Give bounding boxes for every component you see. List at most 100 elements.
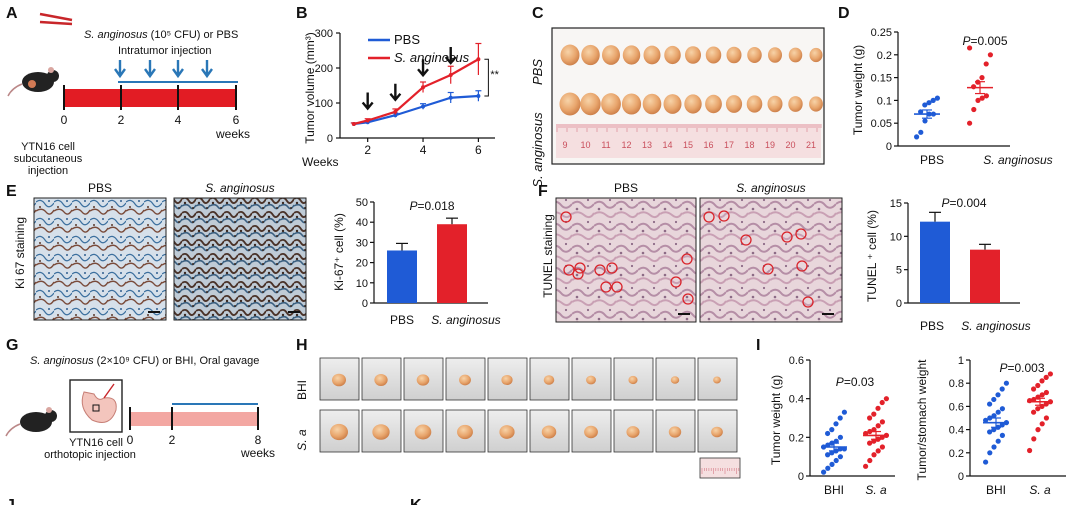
panel-i-left-y-tick-label: 0.6 <box>789 355 804 367</box>
tunel-positive-marker <box>796 260 808 272</box>
panel-i-right-data-point <box>1031 386 1037 392</box>
panel-h-row-label: S. a <box>295 429 309 451</box>
tumor-image <box>768 47 782 63</box>
panel-h-row-label: BHI <box>295 380 309 400</box>
panel-a-timeline-bar <box>64 89 236 107</box>
panel-i-right-y-tick-label: 0.8 <box>949 378 964 390</box>
tunel-positive-marker <box>670 276 682 288</box>
panel-b-y-tick-label: 100 <box>315 98 333 110</box>
panel-a-tick-label: 0 <box>61 113 68 127</box>
panel-i-left-x-tick-label: BHI <box>824 483 844 497</box>
panel-f-x-tick-label: S. anginosus <box>961 319 1030 333</box>
panel-b-data-point <box>476 94 481 98</box>
tunel-positive-marker <box>594 264 606 276</box>
tumor-image <box>332 373 346 387</box>
panel-e-bar <box>437 224 467 303</box>
tumor-image <box>621 93 642 115</box>
ruler-number: 10 <box>580 140 590 150</box>
panel-i-left-data-point <box>871 411 877 417</box>
panel-g-tick-label: 0 <box>127 433 134 447</box>
tumor-photo-box <box>361 357 402 401</box>
panel-e-x-tick-label: PBS <box>390 313 414 327</box>
panel-i-left-y-tick-label: 0 <box>798 471 804 483</box>
panel-i-right-data-point <box>987 401 993 407</box>
panel-d-data-point <box>983 93 990 99</box>
panel-d-y-tick-label: 0.2 <box>877 50 892 62</box>
panel-f-bar <box>970 249 1000 303</box>
panel-i-left-data-point <box>833 457 839 464</box>
tumor-image <box>416 374 430 386</box>
tumor-image <box>705 94 722 114</box>
tumor-image <box>374 374 388 386</box>
panel-i-right-y-tick-label: 1 <box>958 355 964 367</box>
tumor-image <box>457 424 473 440</box>
panel-i-left-data-point <box>867 457 873 464</box>
panel-i-left-data-point <box>825 452 831 458</box>
panel-e-bar <box>387 250 417 303</box>
tumor-image <box>580 92 601 116</box>
tumor-image <box>809 96 823 112</box>
ruler-number: 16 <box>703 140 713 150</box>
tumor-image <box>705 46 722 64</box>
panel-i-right-data-point <box>991 413 997 419</box>
panel-b-y-label: Tumor volume (mm³) <box>303 32 317 144</box>
panel-i-right-data-point <box>987 450 993 456</box>
tumor-image <box>560 44 580 66</box>
panel-b-data-point <box>351 122 356 126</box>
injection-arrow-icon <box>201 60 213 79</box>
tumor-image <box>788 96 803 112</box>
panel-i-left-data-point <box>829 427 835 433</box>
panel-b-x-label: Weeks <box>302 155 338 169</box>
panel-b-sig-bracket <box>484 58 489 97</box>
panel-i-right-data-point <box>983 417 989 423</box>
panel-d-data-point <box>975 97 981 103</box>
panel-i-right-data-point <box>983 459 989 465</box>
panel-i-right-data-point <box>1039 378 1045 384</box>
tunel-positive-marker <box>740 234 752 246</box>
panel-label-f: F <box>538 183 548 200</box>
tumor-image <box>626 426 640 438</box>
panel-d-data-point <box>979 75 985 81</box>
panel-d-data-point <box>971 84 977 90</box>
tumor-image <box>711 426 723 438</box>
tumor-image <box>668 426 682 438</box>
tumor-image <box>601 93 621 115</box>
panel-i-right-data-point <box>1031 436 1037 442</box>
panel-d-x-tick-label: S. anginosus <box>983 153 1052 167</box>
panel-d-y-tick-label: 0.1 <box>877 95 892 107</box>
panel-d-y-tick-label: 0 <box>886 141 892 153</box>
panel-f-side-label: TUNEL staining <box>541 214 555 298</box>
panel-g-cell-line-text: YTN16 cell <box>69 437 123 449</box>
tunel-positive-marker <box>572 268 584 280</box>
tumor-image <box>581 44 600 66</box>
panel-c-row-label: S. anginosus <box>530 112 545 188</box>
panel-d-data-point <box>967 45 973 51</box>
panel-d-data-point <box>930 97 936 103</box>
panel-g-tick-label: 2 <box>169 433 176 447</box>
panel-b-data-point <box>421 104 426 109</box>
tumor-image <box>725 95 743 113</box>
panel-i-left-data-point <box>875 423 881 429</box>
tunel-positive-marker <box>762 263 774 275</box>
panel-b-y-tick-label: 300 <box>315 28 333 40</box>
panel-b-sig-label: ** <box>490 69 499 81</box>
tumor-image <box>713 376 721 384</box>
panel-i-right-data-point <box>1039 392 1045 398</box>
panel-i-right-y-tick-label: 0.6 <box>949 401 964 413</box>
panel-b-x-tick-label: 4 <box>420 143 427 157</box>
tunel-positive-marker <box>795 228 807 240</box>
mouse-head <box>45 410 57 422</box>
panel-d-y-label: Tumor weight (g) <box>851 45 865 135</box>
panel-e-y-tick-label: 0 <box>362 298 368 310</box>
tumor-image <box>543 375 555 385</box>
panel-i-right-x-tick-label: BHI <box>986 483 1006 497</box>
mouse-body <box>20 412 52 432</box>
panel-i-right-data-point <box>991 444 997 450</box>
panel-d-data-point <box>918 129 924 135</box>
panel-i-left-data-point <box>833 421 839 427</box>
panel-i-left-data-point <box>829 461 835 467</box>
tumor-photo-box <box>697 357 738 401</box>
tumor-image <box>459 374 471 386</box>
panel-i-right-data-point <box>999 386 1005 392</box>
